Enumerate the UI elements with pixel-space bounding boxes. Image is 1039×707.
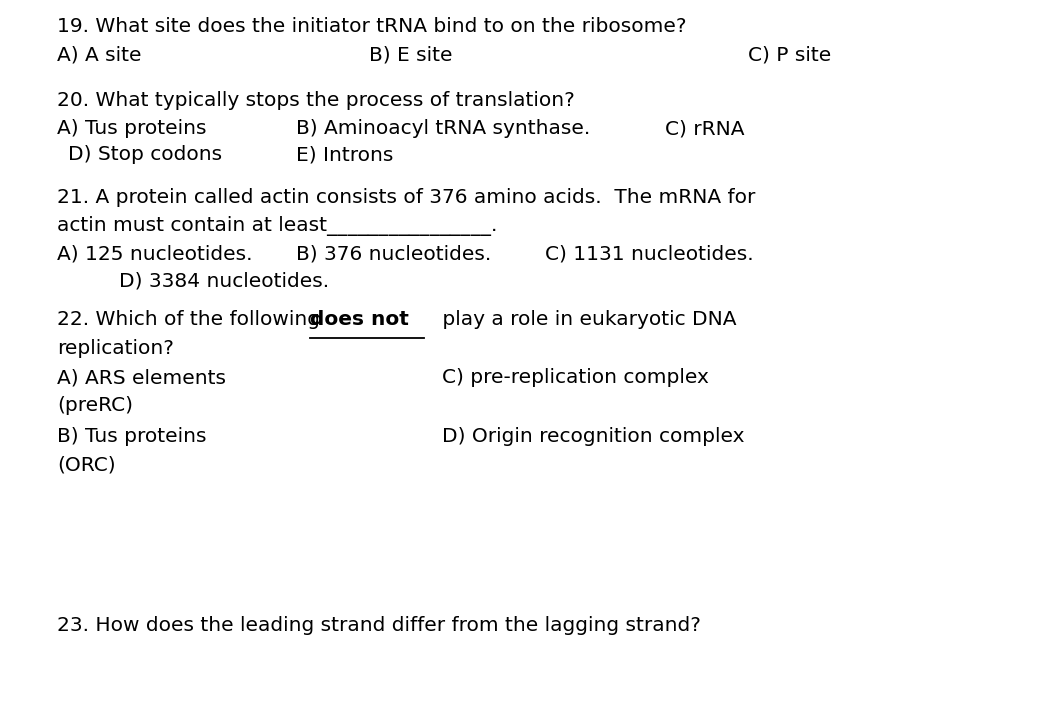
Text: C) 1131 nucleotides.: C) 1131 nucleotides. xyxy=(545,245,754,264)
Text: 19. What site does the initiator tRNA bind to on the ribosome?: 19. What site does the initiator tRNA bi… xyxy=(57,17,687,36)
Text: does not: does not xyxy=(310,310,408,329)
Text: B) E site: B) E site xyxy=(369,45,452,64)
Text: E) Introns: E) Introns xyxy=(296,146,394,165)
Text: 20. What typically stops the process of translation?: 20. What typically stops the process of … xyxy=(57,91,575,110)
Text: B) 376 nucleotides.: B) 376 nucleotides. xyxy=(296,245,491,264)
Text: D) 3384 nucleotides.: D) 3384 nucleotides. xyxy=(119,271,329,291)
Text: A) A site: A) A site xyxy=(57,45,141,64)
Text: A) ARS elements: A) ARS elements xyxy=(57,368,227,387)
Text: 23. How does the leading strand differ from the lagging strand?: 23. How does the leading strand differ f… xyxy=(57,616,701,635)
Text: A) Tus proteins: A) Tus proteins xyxy=(57,119,207,139)
Text: play a role in eukaryotic DNA: play a role in eukaryotic DNA xyxy=(436,310,737,329)
Text: A) 125 nucleotides.: A) 125 nucleotides. xyxy=(57,245,252,264)
Text: (ORC): (ORC) xyxy=(57,455,115,474)
Text: 22. Which of the following: 22. Which of the following xyxy=(57,310,326,329)
Text: replication?: replication? xyxy=(57,339,174,358)
Text: 21. A protein called actin consists of 376 amino acids.  The mRNA for: 21. A protein called actin consists of 3… xyxy=(57,188,755,207)
Text: B) Tus proteins: B) Tus proteins xyxy=(57,427,207,446)
Text: C) pre-replication complex: C) pre-replication complex xyxy=(442,368,709,387)
Text: C) rRNA: C) rRNA xyxy=(665,119,745,139)
Text: D) Stop codons: D) Stop codons xyxy=(68,146,221,165)
Text: actin must contain at least________________.: actin must contain at least_____________… xyxy=(57,216,498,236)
Text: B) Aminoacyl tRNA synthase.: B) Aminoacyl tRNA synthase. xyxy=(296,119,590,139)
Text: C) P site: C) P site xyxy=(748,45,831,64)
Text: D) Origin recognition complex: D) Origin recognition complex xyxy=(442,427,744,446)
Text: (preRC): (preRC) xyxy=(57,397,133,416)
